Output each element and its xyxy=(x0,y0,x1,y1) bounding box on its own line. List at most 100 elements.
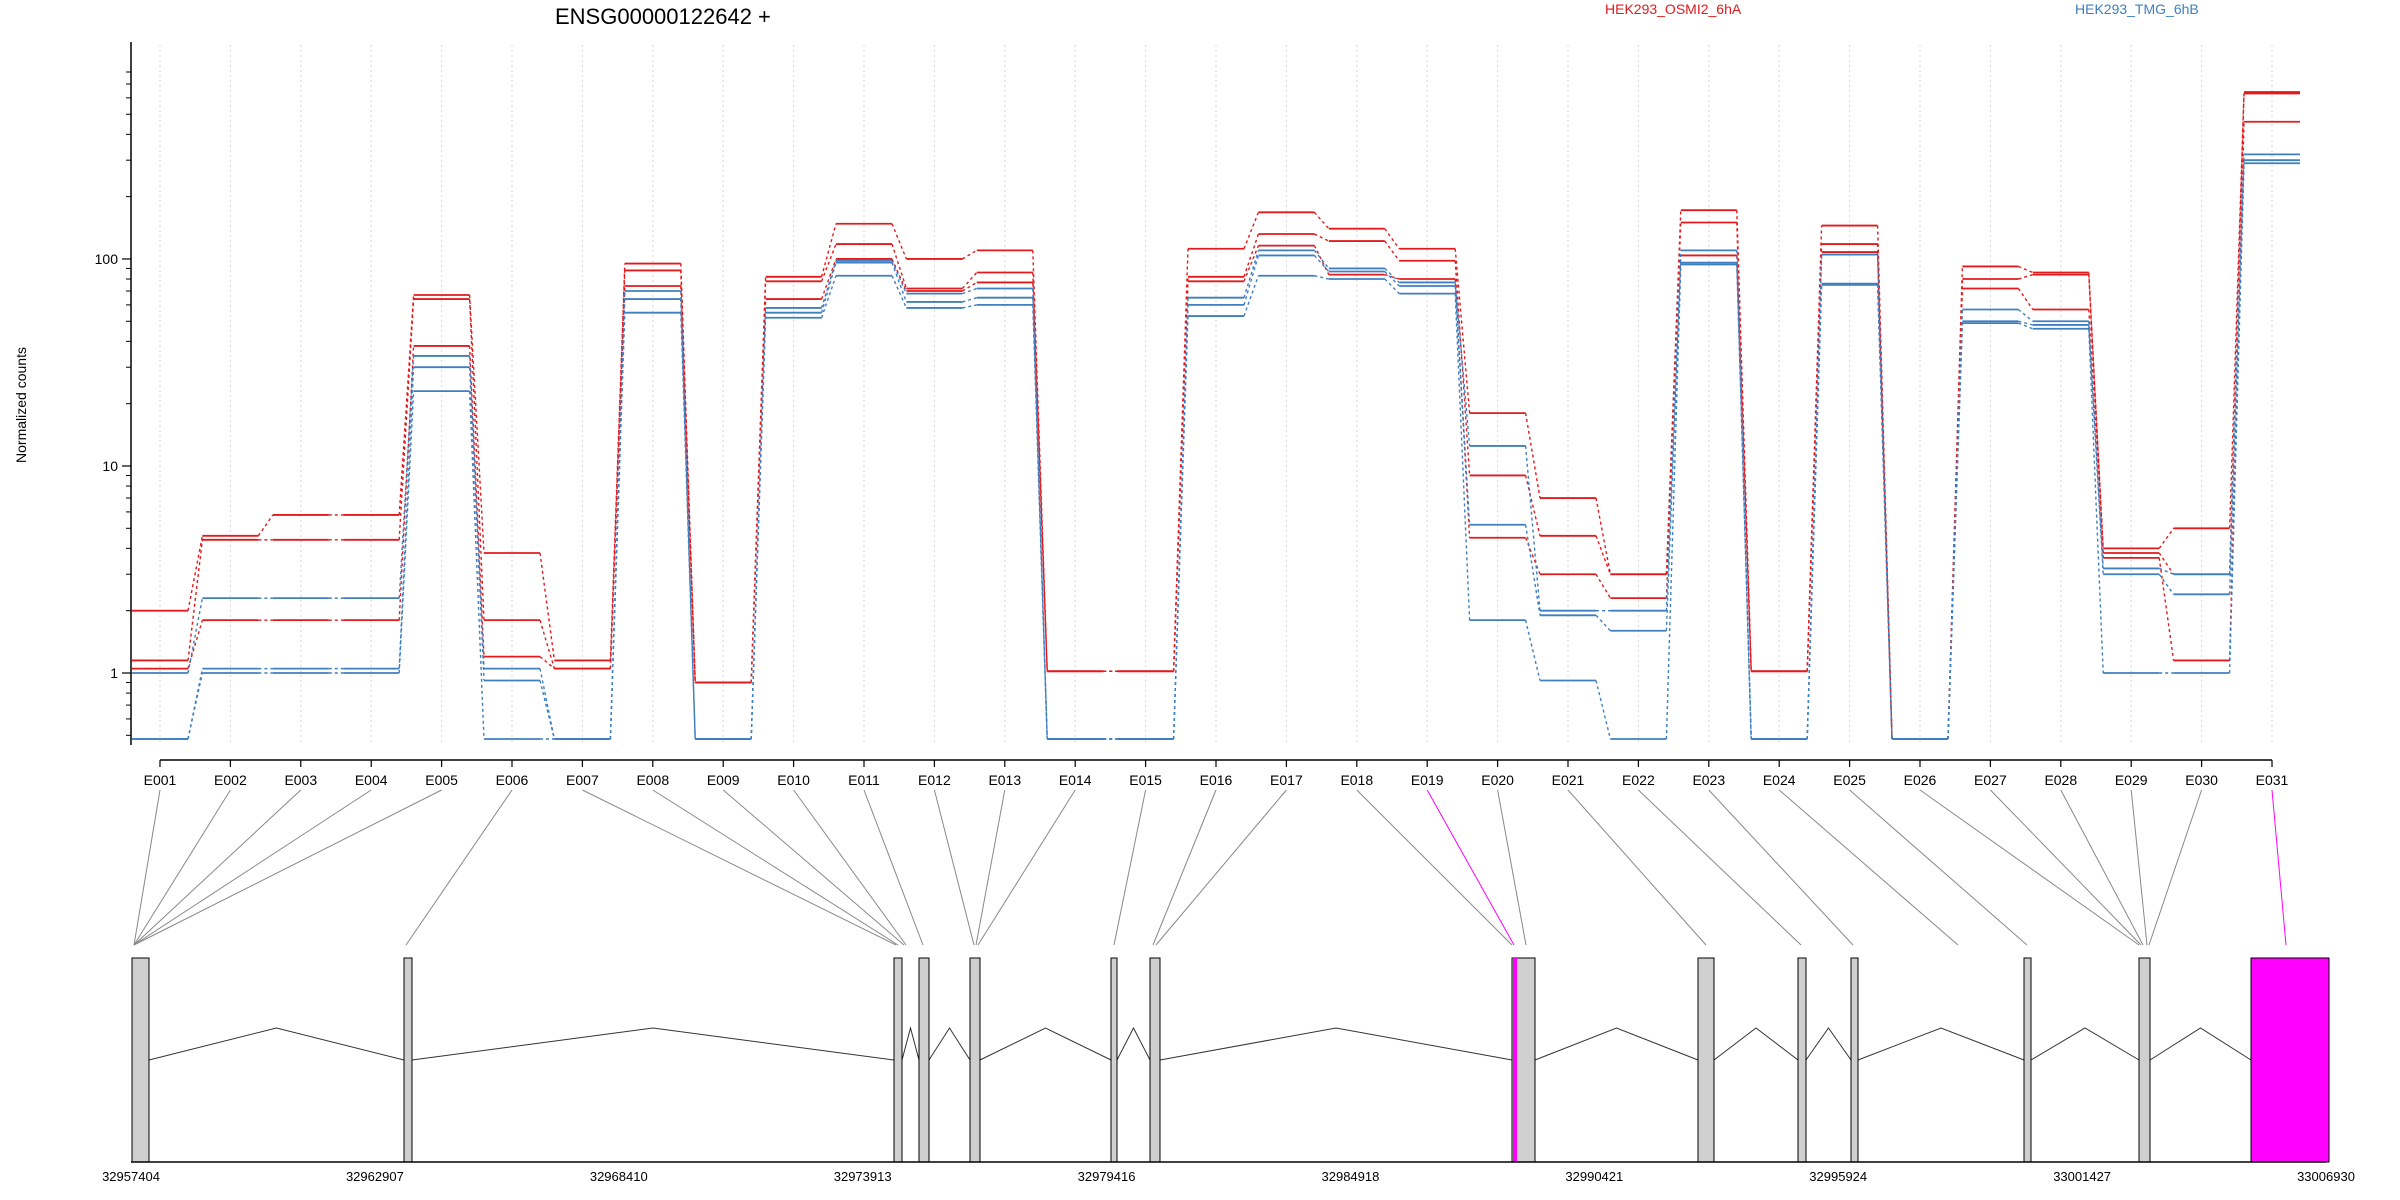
series-6-link xyxy=(1454,293,1471,621)
exon-block xyxy=(1850,957,1859,1163)
series-4-link xyxy=(2158,567,2174,575)
connector-e015 xyxy=(1113,789,1147,946)
connector-e009 xyxy=(722,789,905,946)
series-5-link xyxy=(2158,573,2175,595)
genomic-tick-label: 32990421 xyxy=(1565,1169,1623,1184)
series-6-link xyxy=(609,312,626,740)
exon-block xyxy=(403,957,413,1163)
series-5-link xyxy=(680,299,696,740)
y-tick-label: 10 xyxy=(102,458,118,474)
exon-block xyxy=(2138,957,2151,1163)
connector-e023 xyxy=(1708,789,1854,946)
x-tick-label-e018: E018 xyxy=(1340,772,1373,788)
exon-block xyxy=(1149,957,1161,1163)
x-tick-label-e028: E028 xyxy=(2044,772,2077,788)
series-5 xyxy=(132,159,2300,740)
series-2-link xyxy=(891,243,908,289)
connector-e018 xyxy=(1356,789,1513,946)
exon-block xyxy=(2023,957,2032,1163)
exon-block xyxy=(1515,957,1536,1163)
connector-e002 xyxy=(133,789,231,946)
exon-block xyxy=(1697,957,1715,1163)
series-6-link xyxy=(1384,278,1400,295)
series-5-link xyxy=(891,262,908,303)
x-tick-label-e030: E030 xyxy=(2185,772,2218,788)
x-tick-label-e027: E027 xyxy=(1974,772,2007,788)
series-3-link xyxy=(1172,281,1189,672)
series-1-link xyxy=(2158,527,2175,549)
series-2-link xyxy=(820,243,837,282)
exon-block xyxy=(131,957,150,1163)
series-6-link xyxy=(1314,275,1329,280)
connector-e030 xyxy=(2148,789,2203,946)
connector-e005 xyxy=(133,789,442,946)
x-tick-label-e006: E006 xyxy=(496,772,529,788)
series-3-link xyxy=(2017,288,2034,310)
series-4-link xyxy=(820,260,837,309)
series-5-link xyxy=(1243,255,1260,306)
x-tick-label-e013: E013 xyxy=(988,772,1021,788)
connector-e020 xyxy=(1497,789,1527,946)
series-4-link xyxy=(891,260,908,294)
plot-grid xyxy=(159,45,2273,745)
series-6-link xyxy=(680,312,696,740)
x-tick-label-e019: E019 xyxy=(1411,772,1444,788)
series-5-link xyxy=(468,367,485,681)
intron-line xyxy=(1713,1027,1799,1061)
series-6-link xyxy=(962,304,977,309)
series-2-link xyxy=(2158,552,2175,575)
series-2-link xyxy=(1736,222,1752,672)
series-6-link xyxy=(1947,323,1964,740)
series-6-link xyxy=(468,391,485,740)
connector-e029 xyxy=(2130,789,2148,946)
series-3-link xyxy=(820,258,837,300)
series-2-link xyxy=(1595,535,1612,575)
connector-e004 xyxy=(133,789,372,946)
series-5-link xyxy=(820,262,837,313)
series-2-link xyxy=(1314,233,1330,242)
intron-line xyxy=(979,1027,1112,1061)
series-1-link xyxy=(1524,413,1541,499)
series-5-link xyxy=(1595,614,1611,632)
intron-line xyxy=(2030,1027,2140,1061)
x-tick-label-e004: E004 xyxy=(355,772,388,788)
series-3-link xyxy=(2158,557,2175,661)
exon-block xyxy=(893,957,903,1163)
genomic-tick-label: 32962907 xyxy=(346,1169,404,1184)
genomic-tick-label: 32973913 xyxy=(834,1169,892,1184)
connector-e008 xyxy=(652,789,899,946)
x-tick-label-e031: E031 xyxy=(2256,772,2289,788)
series-6-link xyxy=(1665,264,1682,740)
series-1-link xyxy=(257,514,274,537)
series-1-link xyxy=(891,223,908,260)
series-5-link xyxy=(1313,254,1330,272)
series-2-link xyxy=(2088,274,2104,554)
x-tick-label-e014: E014 xyxy=(1059,772,1092,788)
series-5-link xyxy=(962,297,977,303)
x-tick-label-e017: E017 xyxy=(1270,772,1303,788)
series-5-link xyxy=(2018,320,2033,326)
connector-e019 xyxy=(1426,789,1515,946)
series-3 xyxy=(132,120,2300,740)
x-tick-label-e002: E002 xyxy=(214,772,247,788)
exon-block xyxy=(1797,957,1807,1163)
series-6-link xyxy=(1736,264,1752,740)
intron-line xyxy=(928,1027,971,1061)
series-6-link xyxy=(187,672,204,740)
intron-line xyxy=(1805,1027,1852,1061)
series-5-link xyxy=(539,680,556,740)
connector-e022 xyxy=(1638,789,1802,946)
x-tick-label-e029: E029 xyxy=(2115,772,2148,788)
exon-block-highlighted xyxy=(1513,958,1517,1162)
intron-line xyxy=(1116,1026,1151,1061)
series-6 xyxy=(132,162,2300,740)
genomic-tick-label: 32968410 xyxy=(590,1169,648,1184)
series-6-link xyxy=(1032,304,1048,740)
connector-e025 xyxy=(1849,789,2028,946)
series-1-link xyxy=(962,249,978,260)
series-3-link xyxy=(891,258,908,292)
series-5-link xyxy=(187,668,204,740)
series-3-link xyxy=(1595,573,1611,599)
y-tick-label: 100 xyxy=(95,251,119,267)
